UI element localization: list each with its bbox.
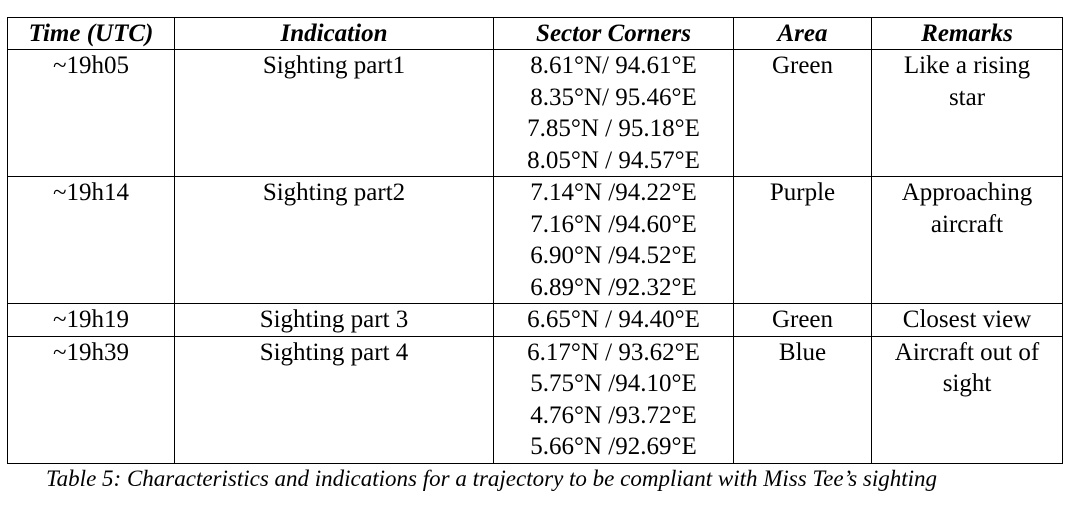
remark-line: Approaching (901, 179, 1033, 206)
corner-coordinate: 6.17°N / 93.62°E (527, 338, 700, 366)
table-row: ~19h14 Sighting part2 7.14°N /94.22°E 7.… (7, 176, 1063, 304)
sector-corners-cell: 8.61°N/ 94.61°E 8.35°N/ 95.46°E 7.85°N /… (493, 49, 734, 177)
indication-cell: Sighting part 4 (174, 335, 494, 464)
table-header-row: Time (UTC) Indication Sector Corners Are… (7, 17, 1063, 50)
remarks-cell: Closest view (871, 303, 1063, 337)
indication-cell: Sighting part1 (174, 49, 494, 177)
corner-coordinate: 8.35°N/ 95.46°E (530, 83, 697, 111)
header-remarks: Remarks (871, 17, 1063, 50)
area-cell: Green (733, 49, 872, 177)
sightings-table: Time (UTC) Indication Sector Corners Are… (7, 17, 1063, 464)
corner-coordinate: 8.05°N / 94.57°E (527, 146, 700, 174)
remark-line: Aircraft out of (894, 338, 1040, 366)
corner-coordinate: 8.61°N/ 94.61°E (530, 52, 697, 79)
table-row: ~19h19 Sighting part 3 6.65°N / 94.40°E … (7, 303, 1063, 337)
sector-corners-cell: 7.14°N /94.22°E 7.16°N /94.60°E 6.90°N /… (493, 176, 734, 304)
corner-coordinate: 5.66°N /92.69°E (530, 433, 697, 460)
indication-cell: Sighting part2 (174, 176, 494, 304)
remarks-cell: Like a rising star (871, 49, 1063, 177)
table-row: ~19h39 Sighting part 4 6.17°N / 93.62°E … (7, 335, 1063, 464)
remarks-cell: Aircraft out of sight (871, 335, 1063, 464)
remark-line: sight (942, 370, 992, 397)
remark-line: star (948, 83, 986, 111)
sector-corners-cell: 6.17°N / 93.62°E 5.75°N /94.10°E 4.76°N … (493, 335, 734, 464)
indication-cell: Sighting part 3 (174, 303, 494, 337)
table-caption: Table 5: Characteristics and indications… (46, 466, 938, 491)
time-cell: ~19h14 (7, 176, 175, 304)
table-row: ~19h05 Sighting part1 8.61°N/ 94.61°E 8.… (7, 49, 1063, 177)
corner-coordinate: 7.16°N /94.60°E (530, 210, 697, 238)
corner-coordinate: 6.89°N /92.32°E (530, 273, 697, 301)
area-cell: Blue (733, 335, 872, 464)
header-time: Time (UTC) (7, 17, 175, 50)
corner-coordinate: 6.65°N / 94.40°E (527, 306, 700, 333)
time-cell: ~19h39 (7, 335, 175, 464)
header-area: Area (733, 17, 872, 50)
corner-coordinate: 7.14°N /94.22°E (530, 179, 697, 206)
corner-coordinate: 4.76°N /93.72°E (530, 401, 697, 429)
corner-coordinate: 7.85°N / 95.18°E (527, 115, 700, 142)
area-cell: Green (733, 303, 872, 337)
time-cell: ~19h19 (7, 303, 175, 337)
remark-line: aircraft (930, 210, 1004, 238)
corner-coordinate: 5.75°N /94.10°E (530, 370, 697, 397)
remark-line: Closest view (902, 306, 1032, 333)
time-cell: ~19h05 (7, 49, 175, 177)
remark-line: Like a rising (903, 52, 1031, 79)
sector-corners-cell: 6.65°N / 94.40°E (493, 303, 734, 337)
area-cell: Purple (733, 176, 872, 304)
header-sector-corners: Sector Corners (493, 17, 734, 50)
corner-coordinate: 6.90°N /94.52°E (530, 242, 697, 269)
remarks-cell: Approaching aircraft (871, 176, 1063, 304)
header-indication: Indication (174, 17, 494, 50)
